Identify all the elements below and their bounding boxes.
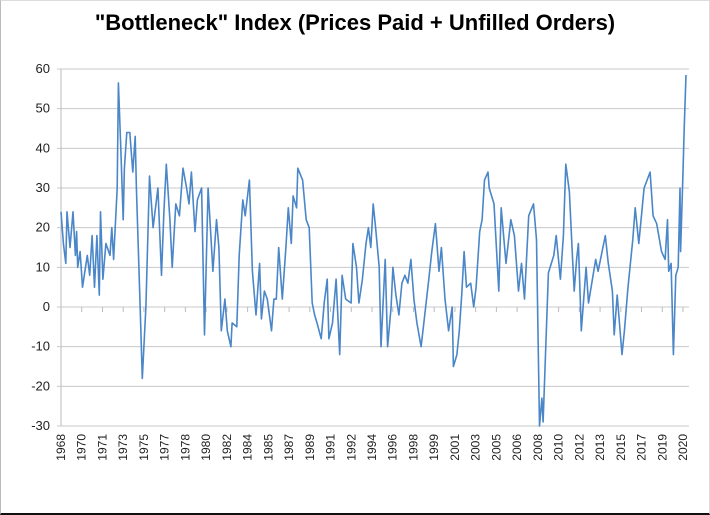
x-tick-label: 1984 xyxy=(241,434,255,461)
x-tick-label: 1973 xyxy=(116,434,130,461)
x-tick-label: 1975 xyxy=(137,434,151,461)
y-tick-label: 10 xyxy=(36,259,50,274)
x-tick-label: 1999 xyxy=(427,434,441,461)
gridlines xyxy=(57,68,689,427)
y-axis-labels: 60 50 40 30 20 10 0 -10 -20 -30 xyxy=(31,61,50,433)
y-tick-label: 20 xyxy=(36,220,50,235)
x-tick-label: 1985 xyxy=(261,434,275,461)
chart-title: "Bottleneck" Index (Prices Paid + Unfill… xyxy=(94,10,616,35)
y-tick-label: 50 xyxy=(36,101,50,116)
x-tick-label: 2012 xyxy=(572,434,586,461)
x-tick-label: 1982 xyxy=(220,434,234,461)
x-tick-label: 2010 xyxy=(552,434,566,461)
x-axis xyxy=(60,69,684,426)
x-tick-label: 1996 xyxy=(386,434,400,461)
x-tick-label: 2003 xyxy=(469,434,483,461)
y-tick-label: -20 xyxy=(31,378,50,393)
y-tick-label: 0 xyxy=(43,299,50,314)
x-tick-label: 1980 xyxy=(199,434,213,461)
x-tick-label: 1978 xyxy=(178,434,192,461)
y-tick-label: 30 xyxy=(36,180,50,195)
y-tick-label: -30 xyxy=(31,418,50,433)
x-tick-label: 2015 xyxy=(614,434,628,461)
x-tick-label: 2006 xyxy=(510,434,524,461)
x-tick-label: 1968 xyxy=(54,434,68,461)
x-tick-label: 2008 xyxy=(531,434,545,461)
x-tick-label: 2019 xyxy=(655,434,669,461)
x-tick-label: 2017 xyxy=(635,434,649,461)
x-tick-label: 1970 xyxy=(75,434,89,461)
x-tick-label: 1971 xyxy=(95,434,109,461)
x-tick-label: 1977 xyxy=(158,434,172,461)
y-tick-label: 60 xyxy=(36,61,50,76)
x-tick-label: 2020 xyxy=(676,434,690,461)
x-tick-label: 1991 xyxy=(324,434,338,461)
x-tick-label: 1994 xyxy=(365,434,379,461)
x-tick-label: 2005 xyxy=(489,434,503,461)
x-tick-label: 1987 xyxy=(282,434,296,461)
series-layer xyxy=(60,74,687,427)
x-axis-labels: 1968 1970 1971 1973 1975 1977 1978 1980 1982 1984… xyxy=(54,434,690,461)
y-tick-label: -10 xyxy=(31,339,50,354)
x-tick-label: 2013 xyxy=(593,434,607,461)
series-line xyxy=(60,74,687,427)
x-tick-label: 2001 xyxy=(448,434,462,461)
x-tick-label: 1998 xyxy=(406,434,420,461)
x-tick-label: 1989 xyxy=(303,434,317,461)
x-tick-label: 1992 xyxy=(344,434,358,461)
y-tick-label: 40 xyxy=(36,140,50,155)
